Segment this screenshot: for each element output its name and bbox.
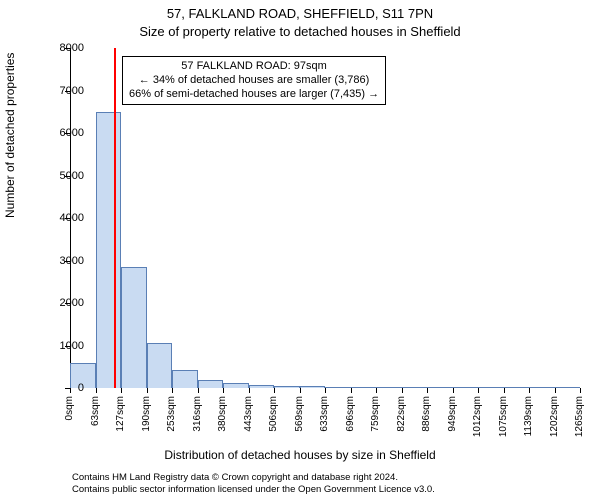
histogram-bar xyxy=(96,112,122,388)
annotation-line: 66% of semi-detached houses are larger (… xyxy=(129,88,379,102)
xtick-mark xyxy=(478,388,479,393)
annotation-line: 57 FALKLAND ROAD: 97sqm xyxy=(129,60,379,74)
title-subtitle: Size of property relative to detached ho… xyxy=(0,24,600,39)
footer-line2: Contains public sector information licen… xyxy=(72,484,435,496)
histogram-bar xyxy=(249,385,275,388)
ytick-label: 7000 xyxy=(60,85,84,97)
xtick-mark xyxy=(96,388,97,393)
annotation-box: 57 FALKLAND ROAD: 97sqm← 34% of detached… xyxy=(122,56,386,105)
ytick-label: 1000 xyxy=(60,340,84,352)
ytick-label: 6000 xyxy=(60,127,84,139)
histogram-bar xyxy=(529,387,555,388)
histogram-bar xyxy=(172,370,198,388)
x-axis-label: Distribution of detached houses by size … xyxy=(0,448,600,462)
histogram-bar xyxy=(300,386,326,388)
histogram-bar xyxy=(453,387,479,388)
histogram-bar xyxy=(223,383,249,388)
histogram-bar xyxy=(478,387,504,388)
histogram-bar xyxy=(147,343,173,388)
ytick-label: 4000 xyxy=(60,212,84,224)
histogram-bar xyxy=(325,387,351,388)
y-axis-label: Number of detached properties xyxy=(3,53,17,218)
xtick-mark xyxy=(376,388,377,393)
ytick-label: 8000 xyxy=(60,42,84,54)
xtick-mark xyxy=(402,388,403,393)
xtick-mark xyxy=(351,388,352,393)
xtick-mark xyxy=(223,388,224,393)
xtick-mark xyxy=(70,388,71,393)
histogram-bar xyxy=(504,387,530,388)
ytick-label: 0 xyxy=(78,382,84,394)
ytick-label: 3000 xyxy=(60,255,84,267)
xtick-mark xyxy=(555,388,556,393)
xtick-mark xyxy=(453,388,454,393)
ytick-label: 5000 xyxy=(60,170,84,182)
page-root: 57, FALKLAND ROAD, SHEFFIELD, S11 7PN Si… xyxy=(0,0,600,500)
histogram-bar xyxy=(402,387,428,388)
histogram-bar xyxy=(376,387,402,388)
histogram-bar xyxy=(121,267,147,388)
xtick-mark xyxy=(274,388,275,393)
xtick-mark xyxy=(198,388,199,393)
property-marker-line xyxy=(114,48,116,388)
xtick-mark xyxy=(121,388,122,393)
histogram-bar xyxy=(427,387,453,388)
histogram-bar xyxy=(351,387,377,388)
xtick-mark xyxy=(172,388,173,393)
xtick-mark xyxy=(147,388,148,393)
histogram-bar xyxy=(198,380,224,389)
footer-line1: Contains HM Land Registry data © Crown c… xyxy=(72,472,435,484)
histogram-chart: 57 FALKLAND ROAD: 97sqm← 34% of detached… xyxy=(70,48,580,388)
title-address: 57, FALKLAND ROAD, SHEFFIELD, S11 7PN xyxy=(0,6,600,21)
xtick-mark xyxy=(580,388,581,393)
xtick-mark xyxy=(249,388,250,393)
xtick-mark xyxy=(529,388,530,393)
footer-attribution: Contains HM Land Registry data © Crown c… xyxy=(72,472,435,496)
annotation-line: ← 34% of detached houses are smaller (3,… xyxy=(129,74,379,88)
histogram-bar xyxy=(274,386,300,388)
xtick-mark xyxy=(325,388,326,393)
histogram-bar xyxy=(555,387,581,388)
xtick-mark xyxy=(504,388,505,393)
xtick-mark xyxy=(300,388,301,393)
ytick-label: 2000 xyxy=(60,297,84,309)
xtick-mark xyxy=(427,388,428,393)
